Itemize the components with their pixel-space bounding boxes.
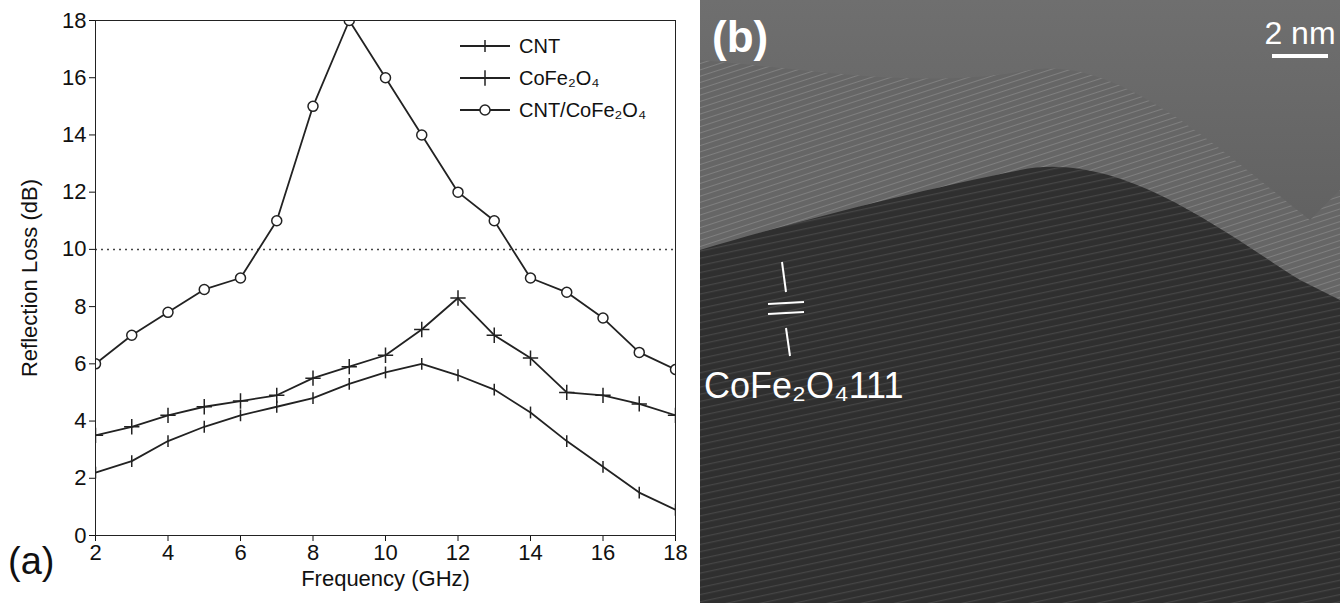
svg-text:Reflection Loss (dB): Reflection Loss (dB) — [17, 179, 42, 377]
svg-text:14: 14 — [62, 122, 86, 147]
svg-text:12: 12 — [446, 540, 470, 565]
svg-text:8: 8 — [307, 540, 319, 565]
svg-text:4: 4 — [162, 540, 174, 565]
svg-text:CoFe₂O₄111: CoFe₂O₄111 — [704, 365, 903, 406]
svg-text:(b): (b) — [712, 12, 768, 61]
svg-text:CNT/CoFe₂O₄: CNT/CoFe₂O₄ — [519, 99, 646, 121]
svg-text:10: 10 — [373, 540, 397, 565]
html-text:(a): (a) — [8, 540, 55, 582]
svg-text:4: 4 — [74, 408, 86, 433]
svg-text:8: 8 — [74, 294, 86, 319]
svg-text:2: 2 — [89, 540, 101, 565]
svg-text:6: 6 — [74, 351, 86, 376]
svg-text:Frequency (GHz): Frequency (GHz) — [301, 566, 470, 591]
svg-text:CoFe₂O₄: CoFe₂O₄ — [519, 67, 599, 89]
svg-text:12: 12 — [62, 179, 86, 204]
svg-text:14: 14 — [518, 540, 542, 565]
svg-text:2: 2 — [74, 465, 86, 490]
svg-text:2 nm: 2 nm — [1264, 15, 1335, 51]
svg-text:18: 18 — [62, 8, 86, 33]
svg-text:6: 6 — [234, 540, 246, 565]
svg-text:16: 16 — [591, 540, 615, 565]
svg-text:10: 10 — [62, 236, 86, 261]
svg-text:0: 0 — [74, 523, 86, 548]
svg-text:16: 16 — [62, 65, 86, 90]
svg-text:CNT: CNT — [519, 35, 560, 57]
svg-text:18: 18 — [663, 540, 687, 565]
